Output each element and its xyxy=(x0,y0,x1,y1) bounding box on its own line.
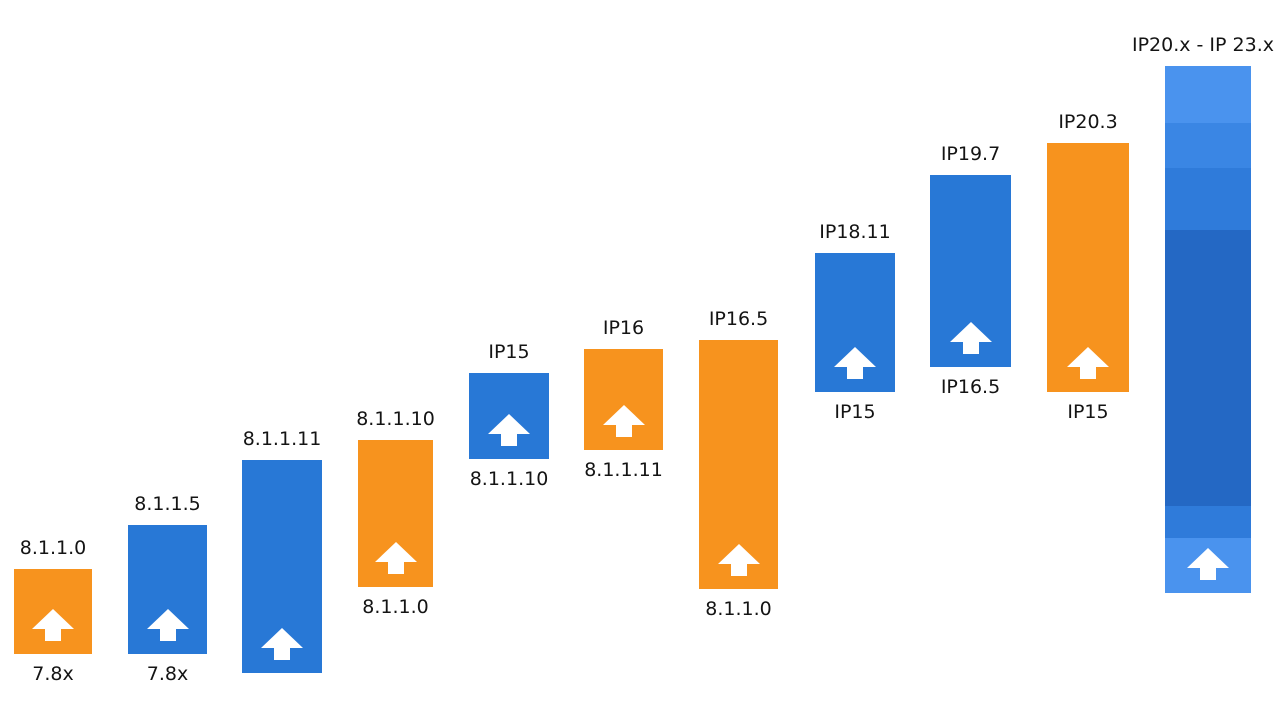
target-version-label: 8.1.1.5 xyxy=(134,493,201,515)
upgrade-bar xyxy=(128,525,207,654)
target-version-label: IP20.x - IP 23.x xyxy=(1131,34,1274,56)
target-version-label: 8.1.1.10 xyxy=(356,408,435,430)
bar-shade-band xyxy=(1165,168,1251,230)
upgrade-bar xyxy=(584,349,663,450)
bar-shade-band xyxy=(1165,230,1251,506)
source-version-label: 8.1.1.0 xyxy=(362,596,429,618)
upgrade-bar xyxy=(1047,143,1129,392)
source-version-label: IP16.5 xyxy=(940,376,1001,398)
up-arrow-icon xyxy=(833,346,877,380)
upgrade-bar xyxy=(242,460,322,673)
source-version-label: IP15 xyxy=(1067,401,1109,423)
upgrade-bar xyxy=(14,569,92,654)
target-version-label: IP20.3 xyxy=(1058,111,1118,133)
up-arrow-icon xyxy=(487,413,531,447)
upgrade-bar xyxy=(358,440,433,587)
source-version-label: 7.8x xyxy=(32,663,74,685)
up-arrow-icon xyxy=(1066,346,1110,380)
target-version-label: IP16 xyxy=(602,317,645,339)
up-arrow-icon xyxy=(1186,547,1230,581)
upgrade-bar xyxy=(930,175,1011,367)
up-arrow-icon xyxy=(717,543,761,577)
up-arrow-icon xyxy=(31,608,75,642)
target-version-label: IP18.11 xyxy=(819,221,891,243)
up-arrow-icon xyxy=(949,321,993,355)
target-version-label: 8.1.1.11 xyxy=(242,428,322,450)
target-version-label: 8.1.1.0 xyxy=(19,537,87,559)
bar-shade-band xyxy=(1165,123,1251,168)
target-version-label: IP15 xyxy=(488,341,530,363)
up-arrow-icon xyxy=(260,627,304,661)
up-arrow-icon xyxy=(374,541,418,575)
source-version-label: 7.8x xyxy=(146,663,189,685)
upgrade-bar xyxy=(469,373,549,459)
source-version-label: 8.1.1.11 xyxy=(584,459,663,481)
target-version-label: IP16.5 xyxy=(708,308,769,330)
up-arrow-icon xyxy=(602,404,646,438)
source-version-label: 8.1.1.10 xyxy=(469,468,549,490)
bar-shade-band xyxy=(1165,506,1251,538)
upgrade-bar xyxy=(1165,66,1251,593)
upgrade-bar xyxy=(699,340,778,589)
source-version-label: IP15 xyxy=(834,401,876,423)
bar-shade-band xyxy=(1165,66,1251,123)
target-version-label: IP19.7 xyxy=(940,143,1001,165)
upgrade-bar xyxy=(815,253,895,392)
up-arrow-icon xyxy=(146,608,190,642)
source-version-label: 8.1.1.0 xyxy=(705,598,772,620)
